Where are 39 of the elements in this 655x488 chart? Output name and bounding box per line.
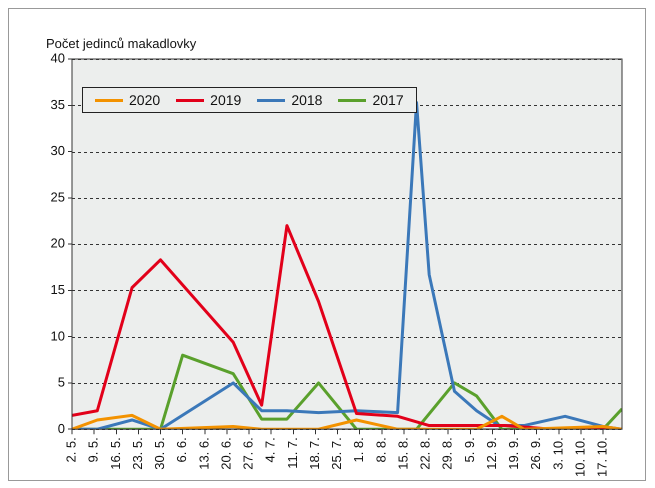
- x-tick-label: 1. 8.: [351, 437, 366, 463]
- legend-label: 2017: [372, 92, 404, 108]
- x-tick-label: 15. 8.: [395, 437, 410, 470]
- y-tick-label: 25: [50, 189, 65, 204]
- y-tick-label: 40: [50, 50, 65, 66]
- y-tick-label: 30: [50, 143, 65, 158]
- x-tick-label: 12. 9.: [484, 437, 499, 470]
- x-tick-label: 22. 8.: [418, 437, 433, 470]
- legend-label: 2018: [291, 92, 322, 108]
- x-tick-label: 29. 8.: [440, 437, 455, 470]
- y-tick-label: 15: [50, 282, 65, 297]
- x-tick-label: 13. 6.: [196, 437, 212, 470]
- x-tick-label: 27. 6.: [240, 437, 256, 470]
- x-tick-label: 23. 5.: [130, 437, 145, 470]
- legend-label: 2019: [210, 92, 242, 108]
- x-tick-label: 11. 7.: [284, 437, 300, 469]
- y-tick-label: 5: [58, 374, 65, 390]
- x-tick-label: 17. 10.: [594, 437, 610, 478]
- x-tick-label: 19. 9.: [506, 437, 522, 470]
- x-tick-label: 10. 10.: [572, 437, 588, 478]
- x-tick-label: 18. 7.: [306, 437, 322, 470]
- x-tick-label: 16. 5.: [108, 437, 123, 470]
- y-tick-label: 10: [50, 328, 65, 344]
- y-tick-label: 0: [58, 420, 65, 436]
- y-tick-label: 35: [50, 96, 65, 112]
- x-tick-label: 8. 8.: [373, 437, 388, 463]
- x-tick-label: 2. 5.: [64, 437, 79, 463]
- x-tick-label: 4. 7.: [262, 437, 278, 463]
- x-tick-label: 3. 10.: [550, 437, 566, 470]
- legend-label: 2020: [129, 92, 160, 108]
- x-tick-label: 6. 6.: [174, 437, 190, 463]
- x-tick-label: 25. 7.: [329, 437, 344, 470]
- x-tick-label: 5. 9.: [462, 437, 477, 463]
- x-tick-label: 30. 5.: [152, 437, 168, 470]
- x-tick-label: 9. 5.: [86, 437, 101, 463]
- x-tick-label: 26. 9.: [528, 437, 544, 470]
- x-tick-label: 20. 6.: [218, 437, 234, 470]
- y-axis-title: Počet jedinců makadlovky: [46, 36, 197, 52]
- y-tick-label: 20: [50, 236, 65, 251]
